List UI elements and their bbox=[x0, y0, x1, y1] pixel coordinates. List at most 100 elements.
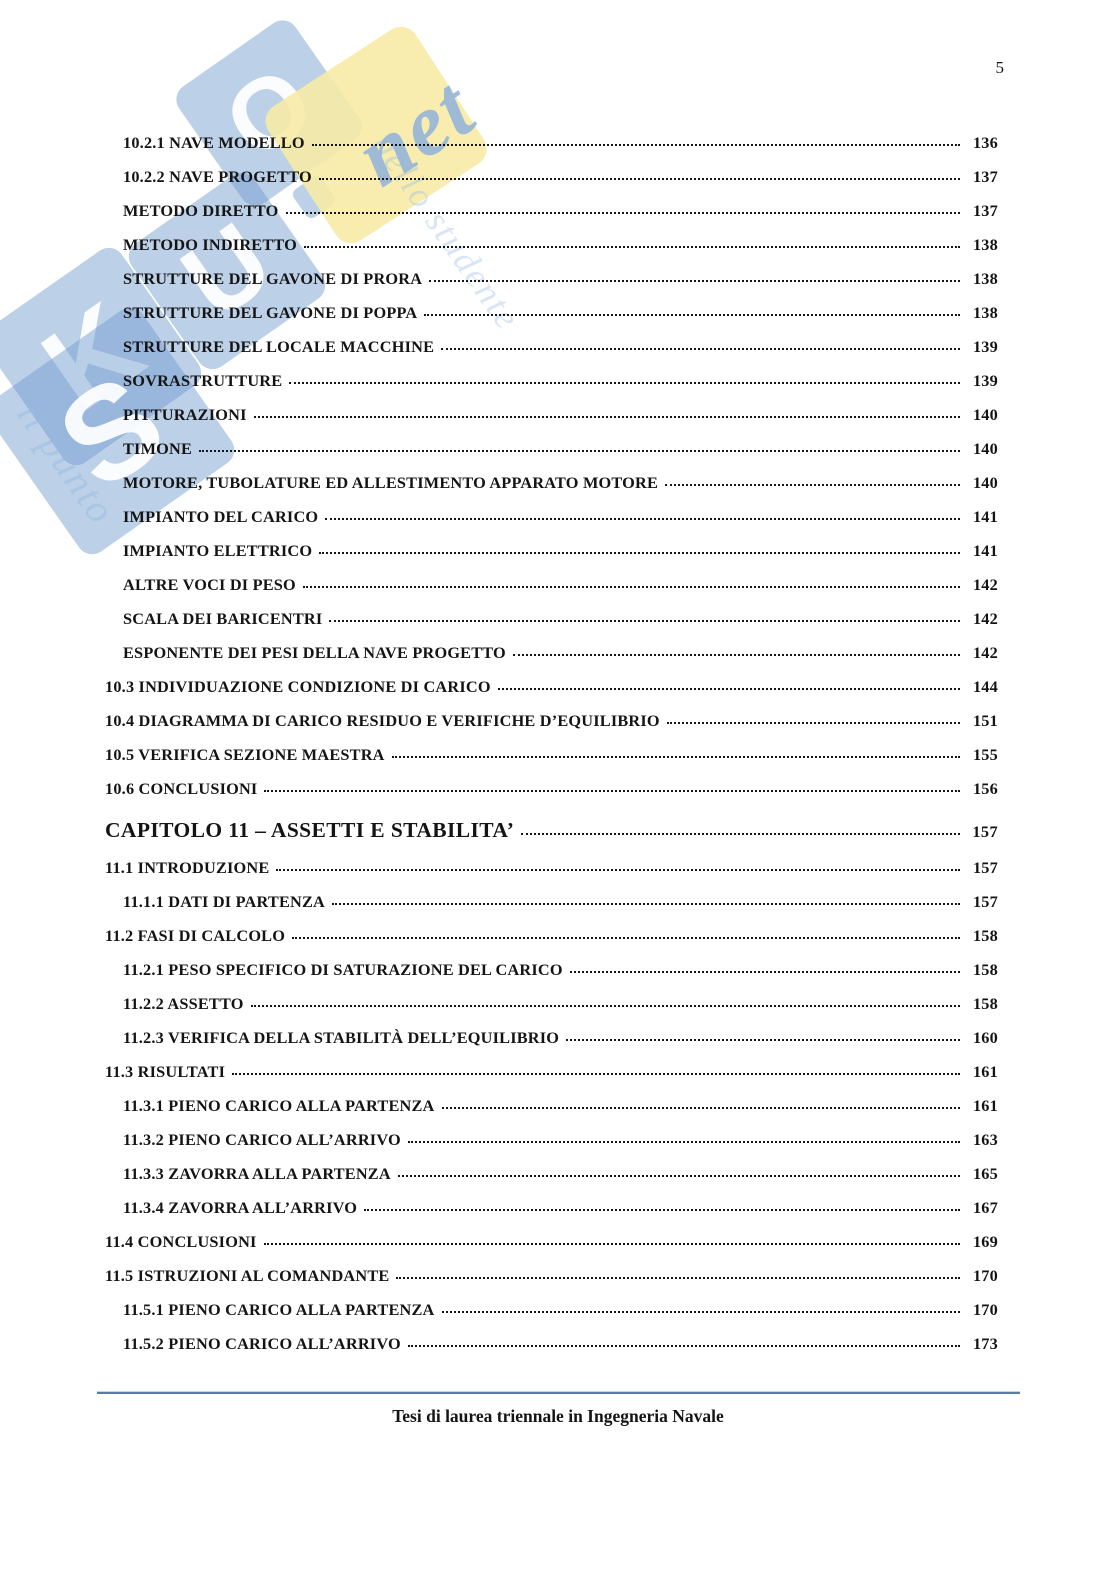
dot-leader bbox=[569, 971, 960, 973]
toc-entry: METODO INDIRETTO 138 bbox=[105, 228, 998, 262]
dot-leader bbox=[497, 688, 960, 690]
toc-entry: 11.1 INTRODUZIONE 157 bbox=[105, 851, 998, 885]
footer-text: Tesi di laurea triennale in Ingegneria N… bbox=[392, 1406, 724, 1426]
toc-entry: ESPONENTE DEI PESI DELLA NAVE PROGETTO 1… bbox=[105, 636, 998, 670]
toc-entry: 10.3 INDIVIDUAZIONE CONDIZIONE DI CARICO… bbox=[105, 670, 998, 704]
toc-entry-page-number: 158 bbox=[972, 994, 998, 1013]
toc-entry-page-number: 138 bbox=[972, 303, 998, 322]
toc-entry-page-number: 170 bbox=[972, 1300, 998, 1319]
toc-entry: 10.4 DIAGRAMMA DI CARICO RESIDUO E VERIF… bbox=[105, 704, 998, 738]
toc-entry-page-number: 139 bbox=[972, 371, 998, 390]
dot-leader bbox=[407, 1141, 960, 1143]
toc-entry-page-number: 157 bbox=[972, 892, 998, 911]
toc-entry-label: 10.2.1 NAVE MODELLO bbox=[123, 133, 305, 152]
toc-entry-label: 11.4 CONCLUSIONI bbox=[105, 1232, 257, 1251]
toc-entry-page-number: 140 bbox=[972, 473, 998, 492]
toc-entry-label: IMPIANTO ELETTRICO bbox=[123, 541, 313, 560]
dot-leader bbox=[285, 212, 960, 214]
toc-entry: 11.3.4 ZAVORRA ALL’ARRIVO 167 bbox=[105, 1191, 998, 1225]
toc-entry-label: 11.3.1 PIENO CARICO ALLA PARTENZA bbox=[123, 1096, 435, 1115]
dot-leader bbox=[364, 1209, 960, 1211]
toc-entry-label: 11.1 INTRODUZIONE bbox=[105, 858, 270, 877]
toc-entry-label: 11.3.3 ZAVORRA ALLA PARTENZA bbox=[123, 1164, 391, 1183]
toc-entry: 11.1.1 DATI DI PARTENZA 157 bbox=[105, 885, 998, 919]
toc-entry-page-number: 158 bbox=[972, 926, 998, 945]
dot-leader bbox=[566, 1039, 960, 1041]
dot-leader bbox=[424, 314, 960, 316]
dot-leader bbox=[325, 518, 960, 520]
toc-entry-page-number: 141 bbox=[972, 541, 998, 560]
toc-entry-label: STRUTTURE DEL GAVONE DI POPPA bbox=[123, 303, 418, 322]
toc-entry-label: 11.5 ISTRUZIONI AL COMANDANTE bbox=[105, 1266, 390, 1285]
dot-leader bbox=[304, 246, 960, 248]
dot-leader bbox=[319, 552, 960, 554]
toc-entry-label: 11.2.2 ASSETTO bbox=[123, 994, 244, 1013]
toc-entry-page-number: 136 bbox=[972, 133, 998, 152]
toc-entry-label: SCALA DEI BARICENTRI bbox=[123, 609, 323, 628]
table-of-contents: 10.2.1 NAVE MODELLO 136 10.2.2 NAVE PROG… bbox=[105, 126, 998, 1361]
toc-entry-label: TIMONE bbox=[123, 439, 193, 458]
toc-entry: STRUTTURE DEL LOCALE MACCHINE 139 bbox=[105, 330, 998, 364]
dot-leader bbox=[391, 756, 960, 758]
toc-entry: SOVRASTRUTTURE 139 bbox=[105, 364, 998, 398]
dot-leader bbox=[441, 1311, 960, 1313]
toc-entry: 11.4 CONCLUSIONI 169 bbox=[105, 1225, 998, 1259]
toc-entry-label: ESPONENTE DEI PESI DELLA NAVE PROGETTO bbox=[123, 643, 506, 662]
dot-leader bbox=[441, 1107, 960, 1109]
toc-entry-page-number: 142 bbox=[972, 643, 998, 662]
toc-entry-page-number: 144 bbox=[972, 677, 998, 696]
dot-leader bbox=[232, 1073, 960, 1075]
toc-entry-label: 11.2 FASI DI CALCOLO bbox=[105, 926, 286, 945]
toc-entry-label: SOVRASTRUTTURE bbox=[123, 371, 283, 390]
toc-entry-page-number: 160 bbox=[972, 1028, 998, 1047]
dot-leader bbox=[263, 1243, 960, 1245]
dot-leader bbox=[666, 722, 960, 724]
toc-entry-page-number: 138 bbox=[972, 235, 998, 254]
toc-entry: 10.2.2 NAVE PROGETTO 137 bbox=[105, 160, 998, 194]
dot-leader bbox=[292, 937, 960, 939]
toc-entry: IMPIANTO DEL CARICO 141 bbox=[105, 500, 998, 534]
toc-entry-page-number: 173 bbox=[972, 1334, 998, 1353]
toc-entry-label: METODO DIRETTO bbox=[123, 201, 279, 220]
toc-entry-page-number: 138 bbox=[972, 269, 998, 288]
toc-entry-page-number: 161 bbox=[972, 1062, 998, 1081]
toc-entry-label: ALTRE VOCI DI PESO bbox=[123, 575, 296, 594]
toc-entry-page-number: 141 bbox=[972, 507, 998, 526]
toc-entry-label: CAPITOLO 11 – ASSETTI E STABILITA’ bbox=[105, 818, 515, 842]
toc-entry-page-number: 139 bbox=[972, 337, 998, 356]
dot-leader bbox=[397, 1175, 960, 1177]
toc-entry: STRUTTURE DEL GAVONE DI POPPA 138 bbox=[105, 296, 998, 330]
dot-leader bbox=[429, 280, 960, 282]
toc-entry: 11.2.3 VERIFICA DELLA STABILITÀ DELL’EQU… bbox=[105, 1021, 998, 1055]
toc-entry-label: 11.3.4 ZAVORRA ALL’ARRIVO bbox=[123, 1198, 358, 1217]
dot-leader bbox=[250, 1005, 960, 1007]
toc-entry: IMPIANTO ELETTRICO 141 bbox=[105, 534, 998, 568]
toc-entry-label: IMPIANTO DEL CARICO bbox=[123, 507, 319, 526]
toc-entry-page-number: 158 bbox=[972, 960, 998, 979]
toc-entry-label: PITTURAZIONI bbox=[123, 405, 247, 424]
dot-leader bbox=[512, 654, 960, 656]
dot-leader bbox=[521, 833, 960, 835]
toc-entry-label: 10.5 VERIFICA SEZIONE MAESTRA bbox=[105, 745, 385, 764]
toc-entry-label: 11.5.1 PIENO CARICO ALLA PARTENZA bbox=[123, 1300, 435, 1319]
toc-entry-page-number: 155 bbox=[972, 745, 998, 764]
toc-entry: ALTRE VOCI DI PESO 142 bbox=[105, 568, 998, 602]
toc-entry-label: MOTORE, TUBOLATURE ED ALLESTIMENTO APPAR… bbox=[123, 473, 659, 492]
dot-leader bbox=[311, 144, 960, 146]
dot-leader bbox=[318, 178, 960, 180]
toc-entry: 11.3.1 PIENO CARICO ALLA PARTENZA 161 bbox=[105, 1089, 998, 1123]
toc-entry-label: STRUTTURE DEL GAVONE DI PRORA bbox=[123, 269, 423, 288]
toc-entry-label: 11.5.2 PIENO CARICO ALL’ARRIVO bbox=[123, 1334, 401, 1353]
toc-entry: 11.3.2 PIENO CARICO ALL’ARRIVO 163 bbox=[105, 1123, 998, 1157]
toc-entry-label: 10.2.2 NAVE PROGETTO bbox=[123, 167, 312, 186]
toc-entry-page-number: 156 bbox=[972, 779, 998, 798]
dot-leader bbox=[289, 382, 960, 384]
toc-entry: 11.5 ISTRUZIONI AL COMANDANTE 170 bbox=[105, 1259, 998, 1293]
toc-entry-page-number: 157 bbox=[972, 822, 998, 841]
toc-entry: CAPITOLO 11 – ASSETTI E STABILITA’ 157 bbox=[105, 809, 998, 851]
dot-leader bbox=[329, 620, 960, 622]
toc-entry-label: 10.3 INDIVIDUAZIONE CONDIZIONE DI CARICO bbox=[105, 677, 491, 696]
toc-entry: 11.2.1 PESO SPECIFICO DI SATURAZIONE DEL… bbox=[105, 953, 998, 987]
toc-entry: 10.2.1 NAVE MODELLO 136 bbox=[105, 126, 998, 160]
